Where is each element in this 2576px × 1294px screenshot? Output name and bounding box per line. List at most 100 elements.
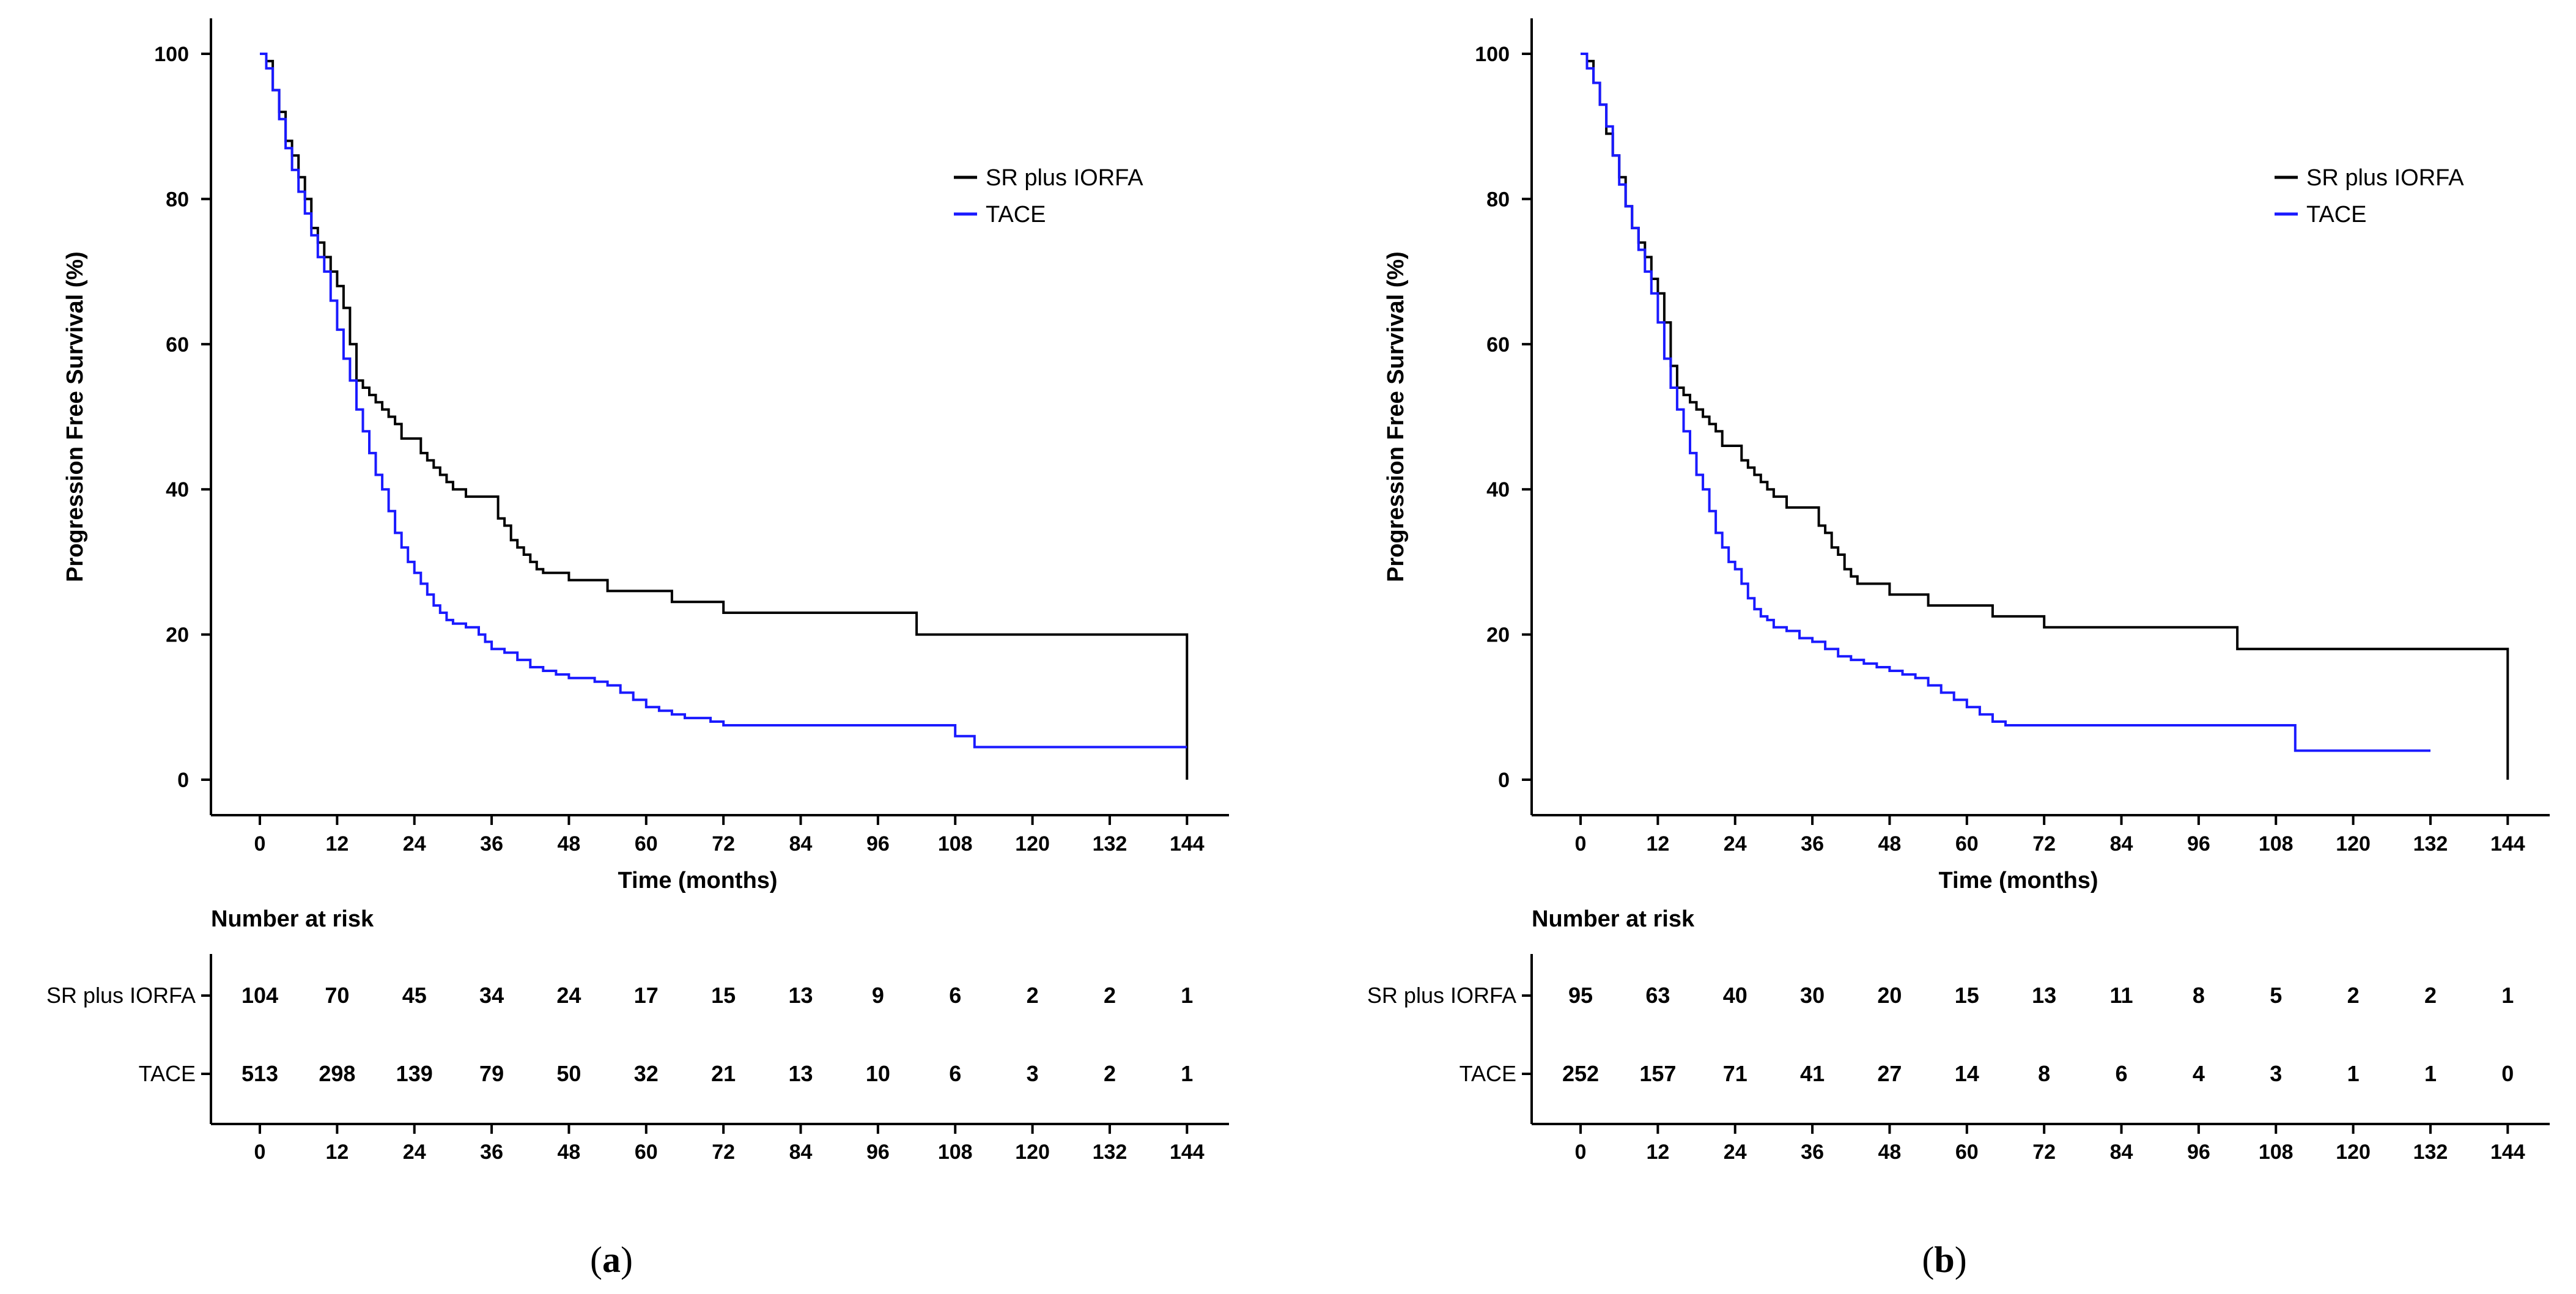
risk-value: 50 — [556, 1061, 581, 1086]
risk-value: 14 — [1955, 1061, 1979, 1086]
x-tick-label: 144 — [1170, 832, 1205, 856]
y-axis-title: Progression Free Survival (%) — [62, 251, 88, 582]
x-tick-label: 120 — [1015, 832, 1050, 856]
x-tick-label: 24 — [403, 832, 426, 856]
risk-value: 3 — [1027, 1061, 1039, 1086]
risk-value: 252 — [1562, 1061, 1599, 1086]
y-tick-label: 80 — [166, 188, 189, 211]
risk-value: 24 — [556, 983, 581, 1008]
panel-label-part: ) — [621, 1240, 633, 1280]
risk-x-tick-label: 132 — [1093, 1141, 1127, 1164]
risk-value: 21 — [711, 1061, 736, 1086]
risk-x-tick-label: 36 — [1801, 1141, 1824, 1164]
risk-value: 6 — [949, 983, 961, 1008]
panel-label-part: b — [1934, 1240, 1954, 1280]
risk-row-label: TACE — [1460, 1061, 1516, 1086]
risk-value: 34 — [479, 983, 504, 1008]
x-tick-label: 72 — [712, 832, 735, 856]
risk-value: 298 — [319, 1061, 355, 1086]
x-tick-label: 36 — [1801, 832, 1824, 856]
panel-label-part: ) — [1955, 1240, 1967, 1280]
x-axis-title: Time (months) — [1938, 868, 2098, 893]
x-tick-label: 144 — [2490, 832, 2525, 856]
risk-value: 2 — [1104, 1061, 1116, 1086]
risk-x-tick-label: 60 — [635, 1141, 658, 1164]
risk-row-label: SR plus IORFA — [46, 983, 196, 1008]
risk-value: 157 — [1639, 1061, 1676, 1086]
legend-label: SR plus IORFA — [986, 165, 1143, 191]
risk-x-tick-label: 36 — [480, 1141, 503, 1164]
risk-x-tick-label: 96 — [866, 1141, 890, 1164]
risk-value: 2 — [2347, 983, 2360, 1008]
risk-x-tick-label: 12 — [325, 1141, 349, 1164]
risk-x-tick-label: 120 — [1015, 1141, 1050, 1164]
legend-label: TACE — [2306, 202, 2367, 227]
risk-x-tick-label: 0 — [1575, 1141, 1587, 1164]
risk-x-tick-label: 24 — [403, 1141, 426, 1164]
risk-x-tick-label: 84 — [789, 1141, 813, 1164]
risk-value: 3 — [2270, 1061, 2282, 1086]
risk-value: 15 — [1955, 983, 1979, 1008]
panel-label-part: ( — [1922, 1240, 1934, 1280]
x-tick-label: 108 — [2259, 832, 2294, 856]
x-tick-label: 48 — [1878, 832, 1902, 856]
risk-value: 1 — [2347, 1061, 2360, 1086]
x-tick-label: 48 — [558, 832, 581, 856]
risk-value: 45 — [402, 983, 427, 1008]
panel-label: (b) — [1922, 1240, 1966, 1280]
series-line-tace — [1581, 53, 2430, 752]
x-tick-label: 108 — [938, 832, 973, 856]
risk-value: 63 — [1645, 983, 1670, 1008]
y-tick-label: 60 — [1486, 333, 1510, 357]
x-tick-label: 120 — [2336, 832, 2371, 856]
risk-value: 6 — [2116, 1061, 2128, 1086]
risk-x-tick-label: 108 — [938, 1141, 973, 1164]
risk-value: 13 — [788, 1061, 813, 1086]
risk-value: 40 — [1723, 983, 1747, 1008]
risk-value: 513 — [242, 1061, 278, 1086]
risk-value: 8 — [2193, 983, 2205, 1008]
y-tick-label: 0 — [1498, 769, 1510, 792]
risk-x-tick-label: 72 — [2032, 1141, 2056, 1164]
risk-x-tick-label: 96 — [2187, 1141, 2210, 1164]
x-tick-label: 72 — [2032, 832, 2056, 856]
risk-x-tick-label: 0 — [254, 1141, 266, 1164]
risk-value: 41 — [1800, 1061, 1825, 1086]
y-tick-label: 40 — [166, 478, 189, 501]
risk-value: 70 — [325, 983, 349, 1008]
risk-value: 20 — [1877, 983, 1902, 1008]
x-axis-title: Time (months) — [618, 868, 777, 893]
panel-label-part: ( — [590, 1240, 602, 1280]
risk-row-label: SR plus IORFA — [1367, 983, 1516, 1008]
risk-x-tick-label: 144 — [1170, 1141, 1205, 1164]
risk-x-tick-label: 108 — [2259, 1141, 2294, 1164]
risk-value: 0 — [2501, 1061, 2514, 1086]
risk-value: 30 — [1800, 983, 1825, 1008]
series-line-sr-plus-iorfa — [260, 53, 1189, 780]
risk-value: 1 — [1181, 983, 1193, 1008]
x-tick-label: 24 — [1724, 832, 1747, 856]
series-line-tace — [260, 53, 1187, 749]
x-tick-label: 60 — [635, 832, 658, 856]
risk-value: 9 — [872, 983, 884, 1008]
x-tick-label: 0 — [254, 832, 266, 856]
risk-value: 2 — [1027, 983, 1039, 1008]
panel-label: (a) — [590, 1240, 633, 1280]
risk-x-tick-label: 72 — [712, 1141, 735, 1164]
risk-x-tick-label: 120 — [2336, 1141, 2371, 1164]
risk-value: 139 — [396, 1061, 433, 1086]
y-tick-label: 100 — [1475, 43, 1510, 66]
x-tick-label: 12 — [325, 832, 349, 856]
risk-value: 11 — [2109, 983, 2133, 1008]
risk-value: 5 — [2270, 983, 2282, 1008]
x-tick-label: 0 — [1575, 832, 1587, 856]
x-tick-label: 12 — [1646, 832, 1669, 856]
y-tick-label: 0 — [177, 769, 189, 792]
risk-value: 17 — [634, 983, 659, 1008]
risk-value: 95 — [1568, 983, 1593, 1008]
risk-value: 8 — [2038, 1061, 2050, 1086]
legend-label: SR plus IORFA — [2306, 165, 2464, 191]
panel-label-part: a — [602, 1240, 621, 1280]
legend-label: TACE — [986, 202, 1046, 227]
